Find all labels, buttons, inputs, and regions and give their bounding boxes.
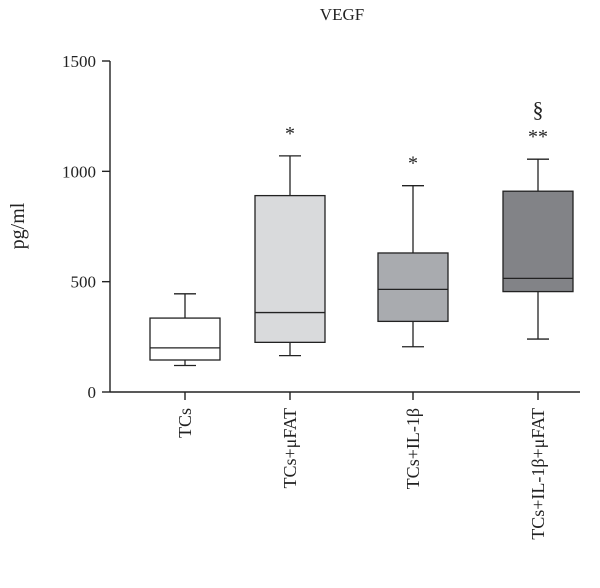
y-tick-label: 1500 <box>62 52 96 71</box>
box <box>377 252 449 323</box>
box <box>149 317 221 361</box>
x-tick-label: TCs+μFAT <box>280 408 300 488</box>
y-tick-label: 500 <box>71 273 97 292</box>
chart-title: VEGF <box>320 5 364 24</box>
x-tick-label: TCs <box>175 408 195 438</box>
x-tick-labels: TCs TCs+μFAT TCs+IL-1β TCs+IL-1β+μFAT <box>175 408 548 540</box>
box <box>254 194 326 344</box>
y-tick-label: 1000 <box>62 162 96 181</box>
boxes <box>149 155 574 367</box>
axes: 0 500 1000 1500 <box>62 52 580 402</box>
significance-section-mark: § <box>533 97 544 122</box>
box <box>502 190 574 293</box>
x-tick-label: TCs+IL-1β <box>403 408 423 489</box>
y-axis-label: pg/ml <box>7 202 29 249</box>
significance-star: * <box>285 123 295 145</box>
significance-star: * <box>408 153 418 175</box>
significance-annotations: ****§ <box>285 97 548 174</box>
x-tick-label: TCs+IL-1β+μFAT <box>528 408 548 540</box>
y-tick-label: 0 <box>88 383 97 402</box>
significance-star: ** <box>528 126 548 148</box>
